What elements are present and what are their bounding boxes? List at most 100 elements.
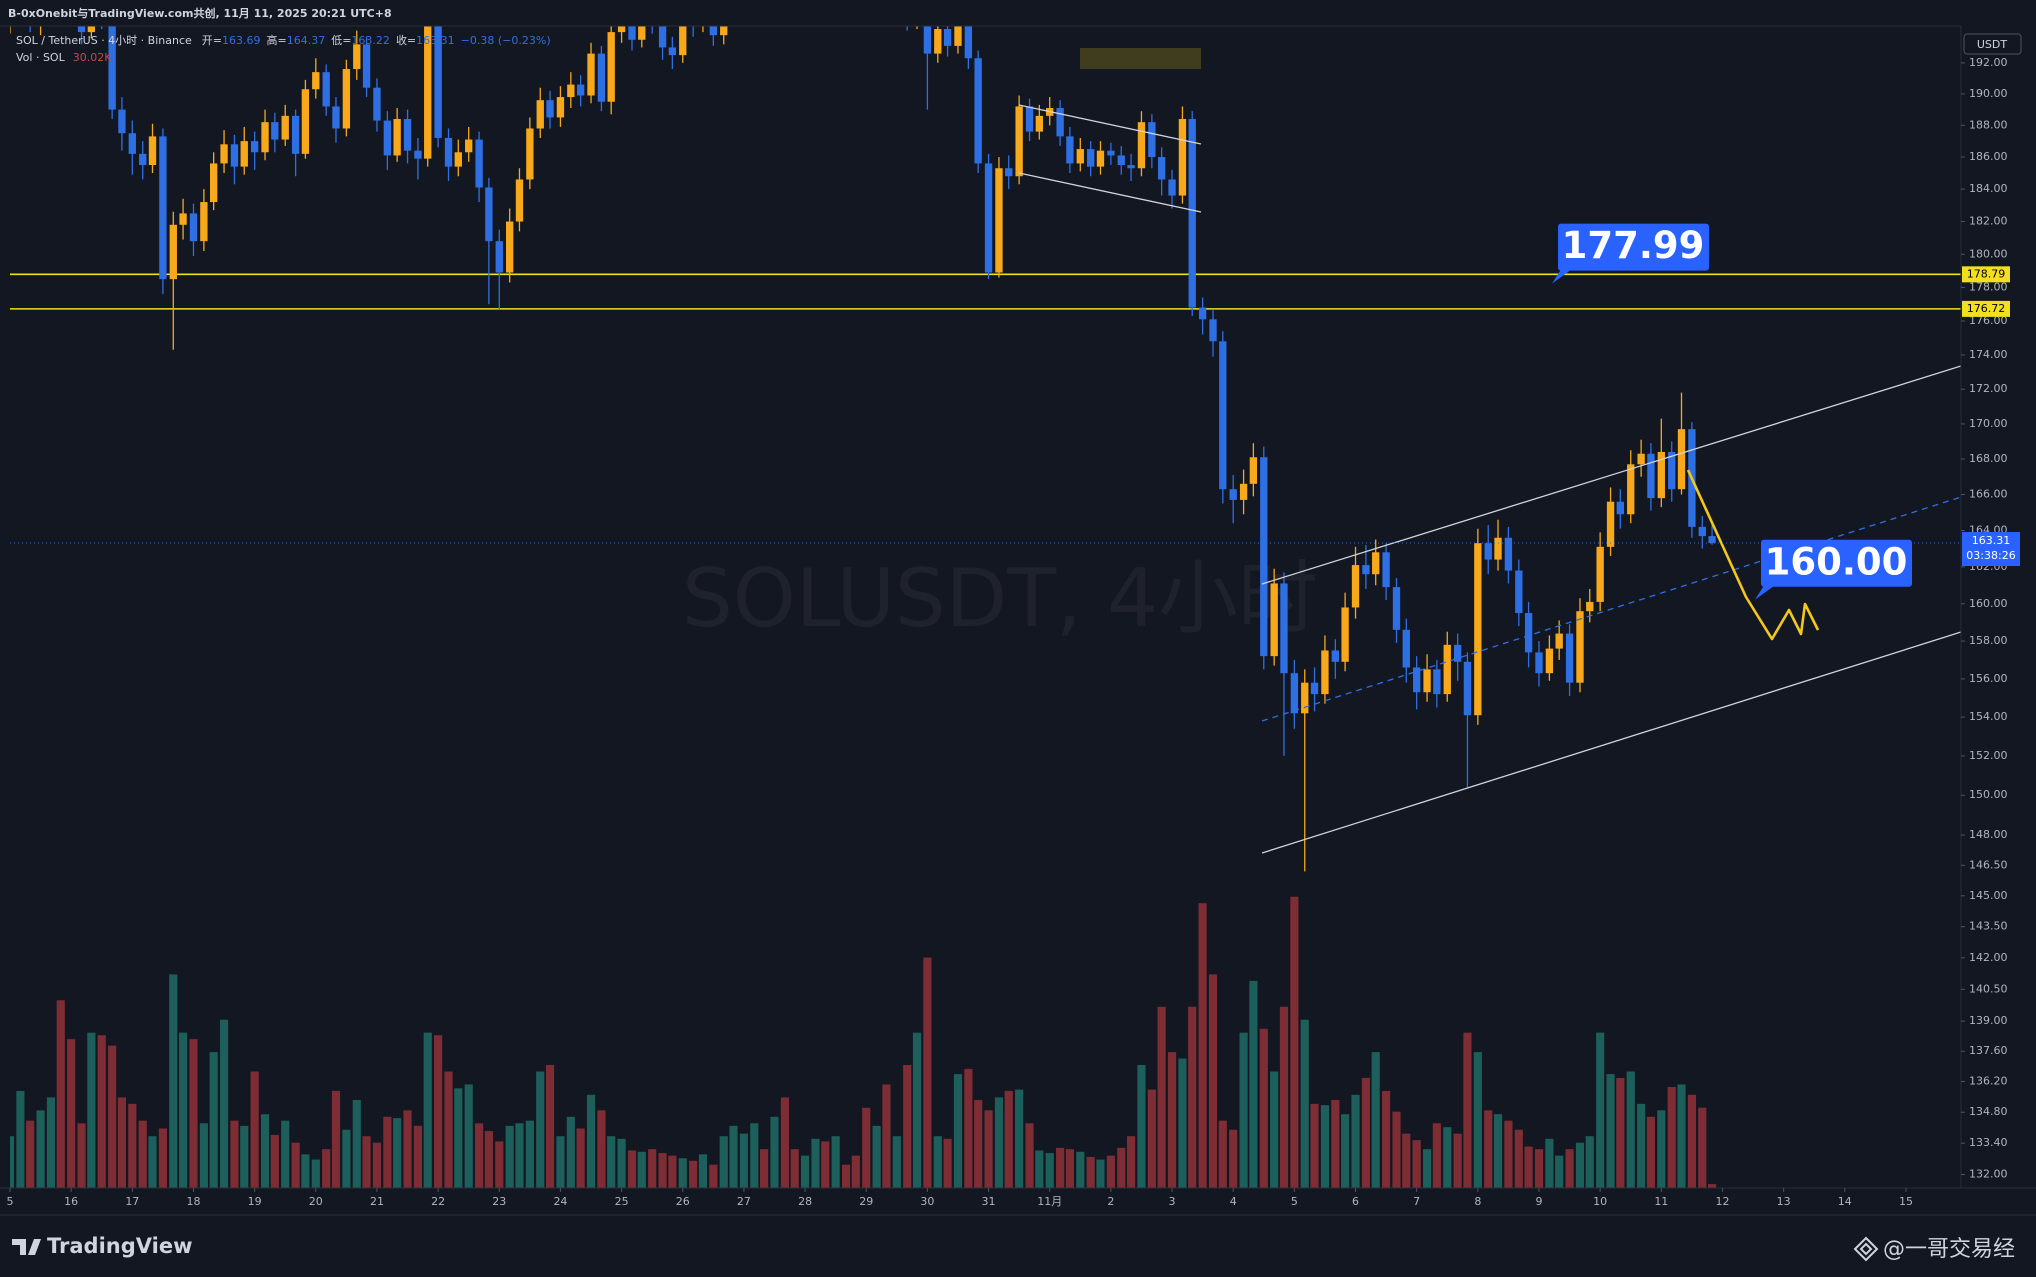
- candle-body: [373, 87, 381, 121]
- volume-bar: [1657, 1110, 1666, 1188]
- volume-bar: [464, 1084, 473, 1188]
- candle-body: [200, 202, 208, 242]
- candle-body: [1249, 457, 1258, 484]
- x-tick-label: 17: [125, 1195, 139, 1208]
- candle-body: [1474, 543, 1482, 716]
- candle-body: [1280, 583, 1288, 674]
- logo-icon: [12, 1239, 41, 1255]
- candle-body: [1555, 633, 1563, 649]
- x-tick-label: 4: [1230, 1195, 1237, 1208]
- candle-body: [597, 53, 606, 102]
- y-tick-label: 148.00: [1969, 828, 2008, 841]
- x-tick-label: 10: [1593, 1195, 1607, 1208]
- volume-bar: [219, 1019, 229, 1188]
- volume-bar: [698, 1154, 708, 1188]
- candle-body: [1178, 119, 1187, 196]
- x-tick-label: 28: [798, 1195, 812, 1208]
- volume-bar: [372, 1142, 382, 1188]
- volume-bar: [281, 1120, 290, 1188]
- volume-bar: [1178, 1058, 1187, 1188]
- candle-body: [1453, 644, 1462, 662]
- volume-bar: [393, 1118, 402, 1188]
- volume-bar: [780, 1097, 789, 1188]
- channel-lower: [1261, 631, 1961, 854]
- candle-body: [1524, 613, 1533, 653]
- volume-bar: [586, 1094, 596, 1188]
- volume-bar: [1493, 1114, 1503, 1188]
- candle-body: [1504, 537, 1513, 571]
- y-tick-label: 137.60: [1969, 1044, 2008, 1057]
- volume-bar: [291, 1142, 300, 1188]
- ohlc-label: 高=: [267, 33, 287, 47]
- candle-body: [1668, 451, 1676, 490]
- tradingview-logo: TradingView: [12, 1234, 192, 1258]
- volume-bar: [1402, 1133, 1411, 1188]
- volume-bar: [841, 1164, 851, 1188]
- x-tick-label: 27: [737, 1195, 751, 1208]
- candle-body: [77, 26, 86, 33]
- candle-body: [485, 187, 493, 242]
- volume-bar: [423, 1032, 432, 1188]
- candle-body: [342, 69, 351, 129]
- candle-body: [465, 139, 473, 153]
- candle-body: [139, 153, 147, 166]
- volume-bar: [87, 1032, 96, 1188]
- x-tick-label: 11月: [1037, 1195, 1062, 1208]
- x-tick-label: 18: [186, 1195, 200, 1208]
- ohlc-value: −0.38 (−0.23%): [461, 34, 551, 47]
- volume-bar: [1188, 1006, 1197, 1188]
- volume-bar: [801, 1155, 810, 1188]
- candle-body: [1443, 644, 1451, 695]
- volume-bar: [484, 1131, 493, 1188]
- x-tick-label: 9: [1535, 1195, 1542, 1208]
- volume-bar: [1698, 1107, 1707, 1188]
- volume-bar: [230, 1120, 239, 1188]
- brand: TradingView: [47, 1234, 192, 1258]
- candle-body: [1148, 122, 1156, 158]
- volume-bar: [964, 1068, 973, 1188]
- x-tick-label: 31: [982, 1195, 996, 1208]
- candle-body: [638, 26, 646, 40]
- volume-bar: [495, 1141, 504, 1188]
- volume-bar: [301, 1154, 310, 1188]
- volume-bar: [1473, 1052, 1482, 1188]
- candle-body: [1576, 611, 1584, 683]
- volume-bar: [637, 1151, 646, 1188]
- volume-bar: [148, 1136, 157, 1188]
- volume-bar: [1545, 1138, 1554, 1188]
- channel-upper: [1261, 365, 1961, 585]
- candle-body: [403, 119, 412, 151]
- x-tick-label: 5: [7, 1195, 14, 1208]
- candle-body: [1484, 543, 1492, 560]
- level-label-box: [1962, 300, 2010, 317]
- x-tick-label: 20: [309, 1195, 323, 1208]
- y-tick-label: 186.00: [1969, 150, 2008, 163]
- volume-bar: [617, 1138, 626, 1188]
- candle-body: [923, 26, 932, 54]
- candle-body: [546, 100, 554, 118]
- volume-bar: [556, 1136, 565, 1188]
- volume-bar: [77, 1123, 86, 1188]
- volume-bar: [1157, 1006, 1166, 1188]
- candle-body: [240, 141, 248, 167]
- volume-bar: [1514, 1129, 1523, 1188]
- volume-bar: [648, 1149, 657, 1188]
- volume-bar: [1259, 1028, 1268, 1188]
- y-tick-label: 132.00: [1969, 1167, 2008, 1180]
- currency-box[interactable]: [1963, 33, 2022, 55]
- candle-body: [1413, 667, 1421, 693]
- candle-body: [1107, 150, 1115, 156]
- candle-body: [1586, 601, 1594, 612]
- volume-bar: [1667, 1087, 1676, 1188]
- candle-body: [1606, 501, 1615, 547]
- candle-body: [515, 179, 524, 222]
- price-axis: 192.00 190.00 188.00 186.00 184.00 182.00 180.…: [1961, 56, 2008, 1180]
- candle-body: [720, 26, 728, 36]
- symbol-legend: SOL / TetherUS · 4小时 · Binance 开=163.69 高=…: [16, 33, 551, 47]
- candle-body: [1627, 464, 1635, 515]
- candle-body: [1209, 319, 1217, 342]
- volume-bar: [821, 1141, 830, 1188]
- volume-bar: [1117, 1147, 1126, 1188]
- volume-bar: [678, 1158, 687, 1188]
- volume-bar: [923, 957, 932, 1188]
